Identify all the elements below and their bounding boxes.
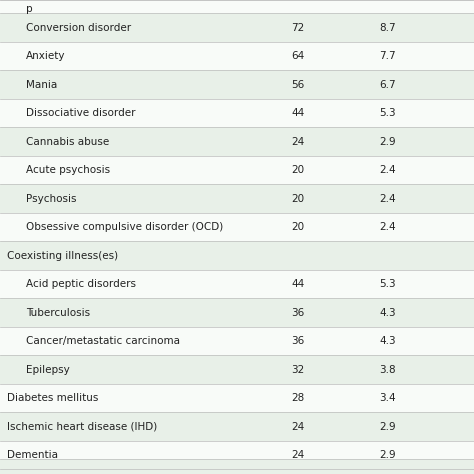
FancyBboxPatch shape	[0, 70, 474, 99]
Text: Cannabis abuse: Cannabis abuse	[26, 137, 109, 146]
Text: Epilepsy: Epilepsy	[26, 365, 70, 374]
Text: 72: 72	[292, 23, 305, 33]
Text: Conversion disorder: Conversion disorder	[26, 23, 131, 33]
Text: 6.7: 6.7	[379, 80, 396, 90]
Text: 2.9: 2.9	[379, 137, 396, 146]
FancyBboxPatch shape	[0, 384, 474, 412]
Text: 24: 24	[292, 421, 305, 431]
Text: 56: 56	[292, 80, 305, 90]
Text: Diabetes mellitus: Diabetes mellitus	[7, 393, 99, 403]
Text: Psychosis: Psychosis	[26, 193, 77, 203]
FancyBboxPatch shape	[0, 459, 474, 474]
FancyBboxPatch shape	[0, 241, 474, 270]
Text: 36: 36	[292, 336, 305, 346]
FancyBboxPatch shape	[0, 270, 474, 298]
Text: 20: 20	[292, 193, 305, 203]
FancyBboxPatch shape	[0, 128, 474, 156]
Text: Anxiety: Anxiety	[26, 51, 65, 61]
FancyBboxPatch shape	[0, 298, 474, 327]
Text: 8.7: 8.7	[379, 23, 396, 33]
Text: Mania: Mania	[26, 80, 57, 90]
Text: Dementia: Dementia	[7, 450, 58, 460]
FancyBboxPatch shape	[0, 99, 474, 128]
Text: 2.4: 2.4	[379, 222, 396, 232]
Text: Dissociative disorder: Dissociative disorder	[26, 108, 136, 118]
Text: Obsessive compulsive disorder (OCD): Obsessive compulsive disorder (OCD)	[26, 222, 223, 232]
FancyBboxPatch shape	[0, 213, 474, 241]
FancyBboxPatch shape	[0, 13, 474, 42]
Text: 64: 64	[292, 51, 305, 61]
Text: 24: 24	[292, 137, 305, 146]
Text: 44: 44	[292, 108, 305, 118]
FancyBboxPatch shape	[0, 0, 474, 13]
Text: Ischemic heart disease (IHD): Ischemic heart disease (IHD)	[7, 421, 157, 431]
Text: 7.7: 7.7	[379, 51, 396, 61]
Text: 28: 28	[292, 393, 305, 403]
Text: 3.4: 3.4	[379, 393, 396, 403]
Text: 5.3: 5.3	[379, 108, 396, 118]
Text: 32: 32	[292, 365, 305, 374]
Text: 4.3: 4.3	[379, 308, 396, 318]
Text: Coexisting illness(es): Coexisting illness(es)	[7, 251, 118, 261]
Text: 3.8: 3.8	[379, 365, 396, 374]
FancyBboxPatch shape	[0, 327, 474, 356]
Text: 2.4: 2.4	[379, 193, 396, 203]
Text: 36: 36	[292, 308, 305, 318]
Text: Tuberculosis: Tuberculosis	[26, 308, 90, 318]
Text: 2.9: 2.9	[379, 450, 396, 460]
Text: Acid peptic disorders: Acid peptic disorders	[26, 279, 136, 289]
Text: 20: 20	[292, 165, 305, 175]
FancyBboxPatch shape	[0, 356, 474, 384]
Text: 24: 24	[292, 450, 305, 460]
FancyBboxPatch shape	[0, 441, 474, 469]
Text: Cancer/metastatic carcinoma: Cancer/metastatic carcinoma	[26, 336, 180, 346]
FancyBboxPatch shape	[0, 42, 474, 70]
FancyBboxPatch shape	[0, 184, 474, 213]
FancyBboxPatch shape	[0, 412, 474, 441]
Text: Acute psychosis: Acute psychosis	[26, 165, 110, 175]
Text: 2.9: 2.9	[379, 421, 396, 431]
Text: 2.4: 2.4	[379, 165, 396, 175]
FancyBboxPatch shape	[0, 156, 474, 184]
Text: 44: 44	[292, 279, 305, 289]
Text: 4.3: 4.3	[379, 336, 396, 346]
Text: 5.3: 5.3	[379, 279, 396, 289]
Text: 20: 20	[292, 222, 305, 232]
Text: p: p	[26, 4, 33, 14]
